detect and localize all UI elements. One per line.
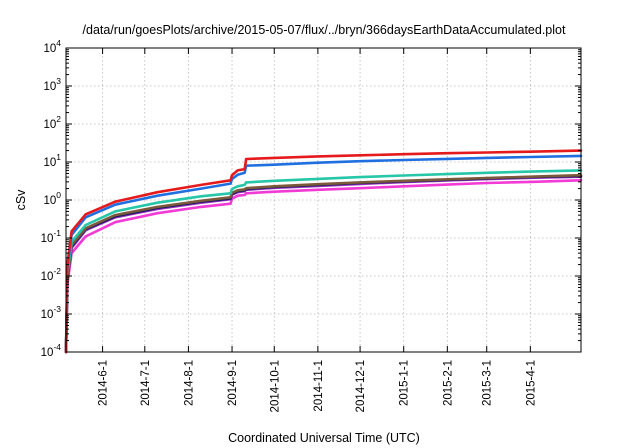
- chart-title: /data/run/goesPlots/archive/2015-05-07/f…: [83, 23, 566, 37]
- y-tick-label: 101: [43, 152, 61, 169]
- x-tick-label: 2014-12-1: [355, 360, 367, 412]
- y-tick-label: 104: [43, 38, 61, 55]
- y-tick-label: 10-3: [41, 304, 62, 321]
- x-tick-label: 2015-4-1: [525, 360, 537, 406]
- ticks: [66, 47, 581, 353]
- y-tick-label: 102: [43, 114, 61, 131]
- series-line: [64, 169, 583, 354]
- series-line: [64, 175, 583, 354]
- series-line: [64, 174, 583, 354]
- x-tick-label: 2015-2-1: [442, 360, 454, 406]
- y-tick-label: 10-1: [41, 228, 62, 245]
- grid: [66, 48, 581, 352]
- x-tick-label: 2014-11-1: [313, 360, 325, 412]
- x-axis-label: Coordinated Universal Time (UTC): [228, 431, 420, 445]
- x-tick-label: 2014-9-1: [227, 360, 239, 406]
- series-line: [64, 179, 583, 354]
- series-line: [64, 154, 583, 354]
- y-tick-label: 103: [43, 76, 61, 93]
- x-tick-label: 2015-3-1: [482, 360, 494, 406]
- y-axis-label: cSv: [14, 189, 28, 211]
- y-tick-label: 100: [43, 190, 61, 207]
- series-layer: [64, 149, 583, 354]
- x-tick-label: 2014-10-1: [269, 360, 281, 412]
- x-tick-label: 2014-6-1: [98, 360, 110, 406]
- y-tick-label: 10-2: [41, 266, 62, 283]
- series-line: [64, 149, 583, 354]
- x-tick-label: 2014-7-1: [140, 360, 152, 406]
- x-tick-label: 2014-8-1: [183, 360, 195, 406]
- y-tick-labels: 10-4 10-3 10-2 10-1 100 101 102 103 104: [41, 38, 62, 359]
- y-tick-label: 10-4: [41, 342, 62, 359]
- x-tick-labels: 2014-6-1 2014-7-1 2014-8-1 2014-9-1 2014-10-…: [98, 360, 538, 412]
- series-line: [64, 173, 583, 354]
- x-tick-label: 2015-1-1: [399, 360, 411, 406]
